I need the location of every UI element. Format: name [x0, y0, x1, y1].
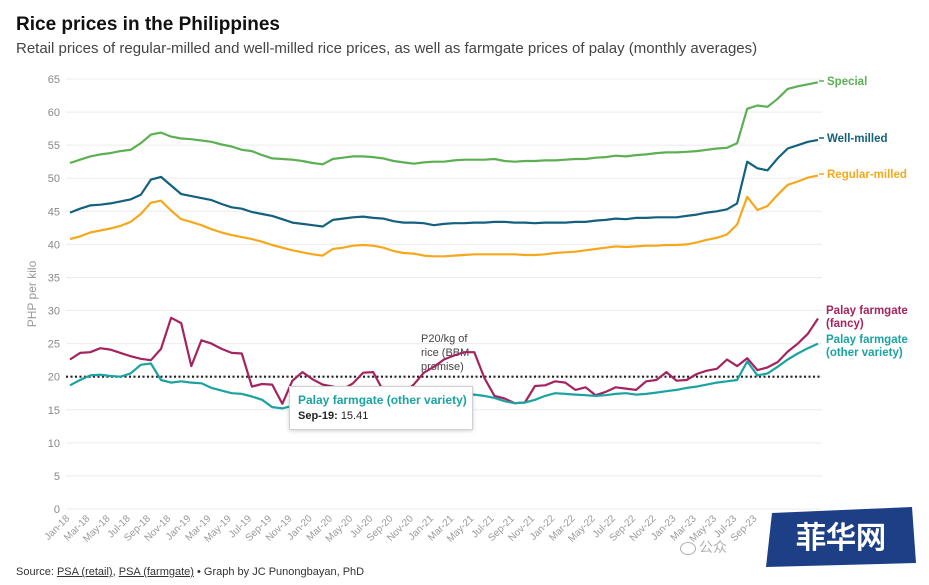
- series-label-palay-farmgate-other-variety: Palay farmgate (other variety): [826, 334, 908, 359]
- y-tick-label: 45: [48, 206, 60, 218]
- reference-label-line: rice (BBM: [421, 347, 469, 359]
- hover-tooltip: Palay farmgate (other variety) Sep-19: 1…: [289, 386, 473, 430]
- series-line-palay-farmgate-fancy: [69, 316, 819, 405]
- reference-line-label: P20/kg of rice (BBM promise): [421, 333, 469, 373]
- series-lines: [69, 81, 819, 410]
- y-tick-label: 40: [48, 239, 60, 251]
- source-separator: ,: [112, 566, 119, 578]
- series-label-line: (other variety): [826, 347, 903, 359]
- y-tick-label: 25: [48, 339, 60, 351]
- wechat-watermark-text: 公众: [680, 537, 727, 557]
- series-label-palay-farmgate-fancy: Palay farmgate (fancy): [826, 305, 908, 330]
- series-label-special: Special: [827, 76, 867, 88]
- gridlines: [66, 78, 822, 510]
- y-tick-label: 15: [48, 405, 60, 417]
- y-tick-label: 35: [48, 272, 60, 284]
- y-axis-ticks: 0 5 10 15 20 25 30 35 40 45 50 55 60 65: [48, 74, 60, 516]
- tooltip-date: Sep-19:: [298, 410, 338, 422]
- series-label-line: (fancy): [826, 318, 864, 330]
- wechat-icon: [680, 541, 696, 555]
- chart-subtitle: Retail prices of regular-milled and well…: [16, 40, 758, 57]
- source-retail-link[interactable]: PSA (retail): [56, 566, 113, 578]
- y-tick-label: 0: [54, 504, 60, 516]
- y-tick-label: 10: [48, 438, 60, 450]
- series-line-special: [69, 81, 819, 166]
- tooltip-number: 15.41: [340, 410, 369, 422]
- y-tick-label: 30: [48, 306, 60, 318]
- y-tick-label: 20: [48, 372, 60, 384]
- brand-watermark-logo: 菲华网: [766, 507, 916, 567]
- tooltip-series-name: Palay farmgate (other variety): [298, 393, 467, 407]
- y-tick-label: 5: [54, 471, 60, 483]
- reference-label-line: P20/kg of: [421, 333, 468, 345]
- source-farmgate-link[interactable]: PSA (farmgate): [118, 566, 194, 578]
- series-label-well-milled: Well-milled: [827, 133, 888, 145]
- y-tick-label: 55: [48, 140, 60, 152]
- y-tick-label: 50: [48, 173, 60, 185]
- reference-label-line: promise): [421, 361, 464, 373]
- series-label-line: Palay farmgate: [826, 334, 908, 346]
- wechat-label: 公众: [699, 539, 727, 555]
- chart-title: Rice prices in the Philippines: [16, 14, 280, 35]
- source-prefix: Source:: [16, 566, 57, 578]
- series-line-regular-milled: [69, 174, 819, 258]
- series-label-line: Palay farmgate: [826, 305, 908, 317]
- x-axis-ticks: Jan-18Mar-18May-18Jul-18Sep-18Nov-18Jan-…: [43, 513, 760, 545]
- series-line-well-milled: [69, 138, 819, 228]
- tooltip-value: Sep-19: 15.41: [298, 410, 368, 422]
- y-axis-label: PHP per kilo: [25, 260, 39, 327]
- graph-credit: • Graph by JC Punongbayan, PhD: [193, 566, 365, 578]
- series-label-regular-milled: Regular-milled: [827, 169, 907, 181]
- source-footer: Source: PSA (retail), PSA (farmgate) • G…: [16, 566, 364, 578]
- reference-line-group: P20/kg of rice (BBM promise): [66, 333, 820, 378]
- brand-watermark-text: 菲华网: [796, 521, 886, 556]
- y-tick-label: 60: [48, 107, 60, 119]
- series-labels: Special Well-milled Regular-milled Palay fa…: [819, 76, 908, 359]
- y-tick-label: 65: [48, 74, 60, 86]
